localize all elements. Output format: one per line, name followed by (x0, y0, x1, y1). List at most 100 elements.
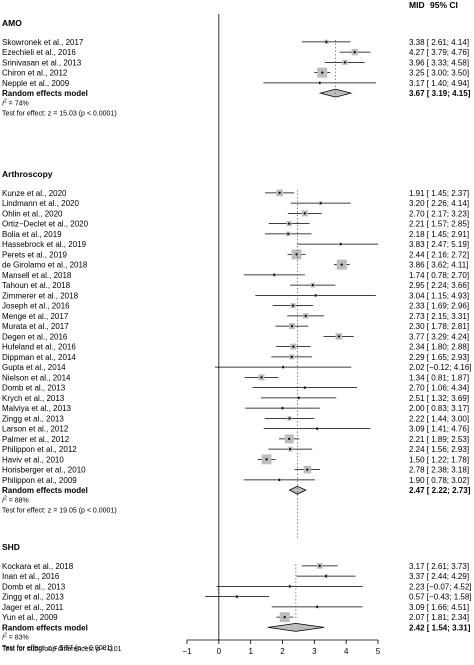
x-tick-label: 5 (376, 647, 381, 656)
study-ci-text: 3.38 [ 2.61; 4.14] (409, 38, 469, 47)
study-label: Perets et al., 2019 (2, 250, 67, 259)
study-label: Ortiz−Declet et al., 2020 (2, 220, 89, 229)
study-point (316, 605, 319, 608)
study-point (316, 427, 319, 430)
study-ci-text: 2.78 [ 2.38; 3.18] (409, 466, 469, 475)
x-tick-label: 4 (344, 647, 349, 656)
study-label: Gupta et al., 2014 (2, 363, 66, 372)
study-label: Malviya et al., 2013 (2, 404, 71, 413)
study-point (297, 396, 300, 399)
study-ci-text: 2.07 [ 1.81; 2.34] (409, 613, 469, 622)
study-ci-text: 2.24 [ 1.56; 2.93] (409, 445, 469, 454)
heterogeneity-text: I2 = 74% (2, 98, 29, 107)
study-label: Mansell et al., 2018 (2, 271, 72, 280)
study-ci-text: 3.86 [ 3.62; 4.11] (409, 261, 468, 270)
study-point (288, 222, 291, 225)
study-point (290, 325, 294, 328)
study-ci-text: 2.44 [ 2.16; 2.72] (409, 250, 469, 259)
study-ci-text: 2.18 [ 1.45; 2.91] (409, 230, 469, 239)
study-ci-text: 3.96 [ 3.33; 4.58] (409, 58, 469, 67)
study-ci-text: 3.83 [ 2.47; 5.19] (409, 240, 469, 249)
study-label: Horisberger et al., 2010 (2, 466, 86, 475)
study-ci-text: 2.02 [−0.12; 4.16] (409, 363, 472, 372)
study-label: Menge et al., 2017 (2, 312, 69, 321)
study-ci-text: 2.51 [ 1.32; 3.69] (409, 394, 469, 403)
study-ci-text: 2.21 [ 1.57; 2.85] (409, 220, 469, 229)
study-ci-text: 1.74 [ 0.78; 2.70] (409, 271, 469, 280)
study-ci-text: 2.00 [ 0.83; 3.17] (409, 404, 469, 413)
study-point (273, 273, 276, 276)
study-ci-text: 3.20 [ 2.26; 4.14] (409, 199, 469, 208)
study-point (343, 61, 346, 64)
study-ci-text: 3.04 [ 1.15; 4.93] (409, 291, 469, 300)
study-point (289, 448, 292, 451)
study-point (278, 478, 281, 481)
study-ci-text: 2.29 [ 1.65; 2.93] (409, 353, 469, 362)
pooled-ci-text: 3.67 [ 3.19; 4.15] (409, 89, 471, 98)
study-ci-text: 2.70 [ 1.06; 4.34] (409, 384, 469, 393)
study-ci-text: 1.91 [ 1.45; 2.37] (409, 189, 469, 198)
study-label: Lindmann et al., 2020 (2, 199, 79, 208)
heterogeneity-text: I2 = 88% (2, 495, 29, 504)
x-tick-label: −1 (182, 647, 192, 656)
study-point (311, 284, 314, 287)
study-label: Philippon et al., 2012 (2, 445, 77, 454)
study-label: Ohlin et al., 2020 (2, 209, 63, 218)
study-ci-text: 2.23 [−0.07; 4.52] (409, 582, 472, 591)
study-label: Domb et al., 2013 (2, 582, 66, 591)
pooled-ci-text: 2.47 [ 2.22; 2.73] (409, 486, 471, 495)
study-point (281, 407, 284, 410)
study-ci-text: 2.34 [ 1.80; 2.88] (409, 343, 469, 352)
study-ci-text: 2.30 [ 1.78; 2.81] (409, 322, 469, 331)
study-ci-text: 2.70 [ 2.17; 3.23] (409, 209, 469, 218)
study-label: Hassebrock et al., 2019 (2, 240, 87, 249)
study-label: Bolia et al., 2019 (2, 230, 62, 239)
header-ci: 95% CI (430, 0, 458, 10)
study-point (290, 355, 293, 358)
study-point (292, 345, 295, 348)
study-ci-text: 2.21 [ 1.89; 2.53] (409, 435, 469, 444)
x-tick-label: 3 (312, 647, 317, 656)
study-label: Degen et al., 2016 (2, 332, 68, 341)
study-point (304, 314, 307, 317)
study-point (278, 191, 281, 194)
study-label: Joseph et al., 2016 (2, 302, 70, 311)
study-ci-text: 2.33 [ 1.69; 2.96] (409, 302, 469, 311)
study-label: Chiron et al., 2012 (2, 69, 68, 78)
study-label: Zingg et al., 2013 (2, 593, 64, 602)
study-label: Yun et al., 2009 (2, 613, 58, 622)
study-point (288, 437, 291, 440)
x-tick-label: 2 (280, 647, 285, 656)
pooled-diamond (288, 485, 307, 495)
study-ci-text: 3.37 [ 2.44; 4.29] (409, 572, 469, 581)
study-point (340, 263, 343, 266)
study-point (353, 51, 356, 54)
x-tick-label: 1 (248, 647, 253, 656)
study-ci-text: 3.09 [ 1.66; 4.51] (409, 603, 469, 612)
study-point (325, 575, 328, 578)
effect-test-text: Test for effect: z = 19.05 (p < 0.0001) (2, 508, 117, 515)
study-label: de Girolamo et al., 2018 (2, 261, 88, 270)
effect-test-text: Test for effect: z = 5.37 (p < 0.0001) (2, 645, 113, 652)
pooled-ci-text: 2.42 [ 1.54; 3.31] (409, 623, 471, 632)
study-point (306, 468, 309, 471)
study-label: Krych et al., 2013 (2, 394, 65, 403)
study-label: Nielson et al., 2014 (2, 373, 71, 382)
study-ci-text: 3.25 [ 3.00; 3.50] (409, 69, 469, 78)
study-label: Skowronek et al., 2017 (2, 38, 84, 47)
study-ci-text: 1.50 [ 1.22; 1.78] (409, 455, 469, 464)
study-point (291, 304, 295, 307)
study-label: Haviv et al., 2010 (2, 455, 64, 464)
study-point (260, 376, 263, 379)
study-ci-text: 3.09 [ 1.41; 4.76] (409, 425, 469, 434)
study-label: Philippon et al., 2009 (2, 476, 77, 485)
study-point (321, 71, 324, 74)
study-label: Jager et al., 2011 (2, 603, 64, 612)
study-ci-text: 3.17 [ 1.40; 4.94] (409, 79, 469, 88)
group-title: SHD (2, 542, 20, 552)
study-point (288, 585, 291, 588)
study-point (288, 417, 291, 420)
study-ci-text: 3.77 [ 3.29; 4.24] (409, 332, 469, 341)
header-mid: MID (409, 0, 425, 10)
